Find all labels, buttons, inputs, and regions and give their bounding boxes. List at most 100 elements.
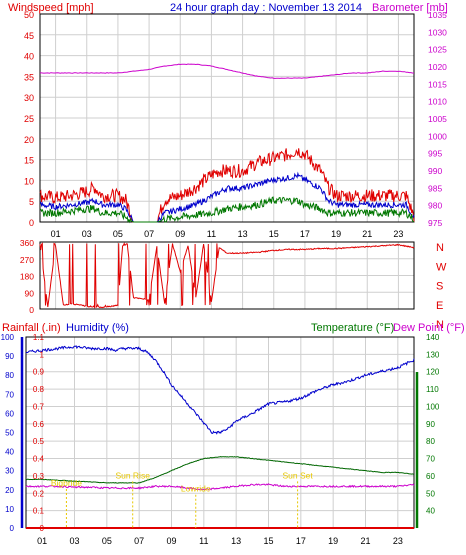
climate-hour-label: 15: [263, 536, 273, 546]
temperature-tick-label: 70: [426, 455, 435, 464]
wind-hour-label: 19: [331, 229, 341, 239]
temperature-tick-label: 90: [426, 420, 435, 429]
barometer-tick-label: 1010: [428, 97, 447, 107]
rainfall-tick-label: 1.1: [33, 333, 45, 342]
wind-panel-frame: [39, 13, 415, 223]
rainfall-tick-label: 0.1: [33, 507, 45, 516]
wind_avg-line: [39, 171, 415, 223]
humidity-tick-label: 40: [5, 448, 14, 457]
chart-title: 24 hour graph day : November 13 2014: [170, 2, 362, 14]
wind-hour-label: 15: [269, 229, 279, 239]
direction-tick-label: 360: [20, 238, 34, 248]
temperature-tick-label: 80: [426, 437, 435, 446]
wind_low-line: [39, 196, 415, 224]
rainfall-axis-title: Rainfall (.in): [2, 322, 61, 334]
rainfall-tick-label: 1: [40, 350, 45, 359]
direction-tick-label: 0: [29, 305, 34, 315]
climate-hour-label: 13: [231, 536, 241, 546]
wind-hour-label: 23: [393, 229, 403, 239]
temperature-tick-label: 60: [426, 472, 435, 481]
humidity-tick-label: 100: [1, 333, 15, 342]
rainfall-tick-label: 0.5: [33, 437, 45, 446]
wind-tick-label: 40: [24, 52, 34, 62]
barometer-tick-label: 990: [428, 166, 442, 176]
humidity-tick-label: 70: [5, 390, 14, 399]
wind-hour-label: 01: [51, 229, 61, 239]
barometer-tick-label: 1015: [428, 79, 447, 89]
barometer-tick-label: 1005: [428, 114, 447, 124]
rainfall-tick-label: 0.9: [33, 368, 45, 377]
temperature-tick-label: 130: [426, 350, 440, 359]
wind_gust-line: [39, 148, 415, 223]
wind-axis-title: Windspeed [mph]: [8, 2, 94, 14]
wind-hour-label: 09: [175, 229, 185, 239]
temperature-tick-label: 100: [426, 402, 440, 411]
wind-hour-label: 13: [238, 229, 248, 239]
dewpoint-axis-title: Dew Point (°F): [393, 322, 465, 334]
climate-hour-label: 17: [296, 536, 306, 546]
wind-tick-label: 25: [24, 114, 34, 124]
wind-tick-label: 0: [29, 218, 34, 228]
climate-hour-label: 21: [360, 536, 370, 546]
climate-hour-label: 23: [393, 536, 403, 546]
rainfall-tick-label: 0.6: [33, 420, 45, 429]
temperature-tick-label: 50: [426, 489, 435, 498]
dew_point-line: [25, 483, 415, 491]
compass-label: S: [436, 281, 443, 293]
humidity-tick-label: 90: [5, 352, 14, 361]
humidity-tick-label: 10: [5, 505, 14, 514]
wind-hour-label: 05: [113, 229, 123, 239]
humidity-axis-title: Humidity (%): [66, 322, 129, 334]
annotation-label: Bigbride: [51, 478, 82, 488]
direction-tick-label: 90: [25, 288, 35, 298]
wind-tick-label: 45: [24, 31, 34, 41]
temperature-tick-label: 120: [426, 368, 440, 377]
wind-hour-label: 21: [362, 229, 372, 239]
wind-tick-label: 20: [24, 135, 34, 145]
barometer-tick-label: 980: [428, 201, 442, 211]
humidity-tick-label: 30: [5, 467, 14, 476]
annotation-label: Sun Rise: [115, 470, 150, 480]
compass-label: E: [436, 300, 443, 312]
annotation-label: Sun Set: [282, 470, 313, 480]
climate-hour-label: 03: [69, 536, 79, 546]
barometer-tick-label: 1030: [428, 27, 447, 37]
direction-tick-label: 180: [20, 272, 34, 282]
temperature-tick-label: 110: [426, 385, 439, 394]
compass-label: N: [436, 319, 444, 331]
climate-hour-label: 11: [199, 536, 208, 546]
barometer-tick-label: 1035: [428, 10, 447, 20]
barometer-tick-label: 995: [428, 149, 442, 159]
barometer-axis-title: Barometer [mb]: [372, 2, 448, 14]
rainfall-tick-label: 0: [40, 524, 45, 533]
climate-hour-label: 01: [37, 536, 47, 546]
temperature-tick-label: 40: [426, 507, 435, 516]
rainfall-tick-label: 0.4: [33, 455, 45, 464]
humidity-tick-label: 60: [5, 409, 14, 418]
compass-label: N: [436, 242, 444, 254]
temperature-tick-label: 140: [426, 333, 440, 342]
wind-hour-label: 11: [207, 229, 216, 239]
wind-tick-label: 5: [29, 197, 34, 207]
humidity-tick-label: 20: [5, 486, 14, 495]
humidity-tick-label: 50: [5, 429, 14, 438]
climate-hour-label: 07: [134, 536, 144, 546]
barometer-line: [40, 63, 415, 79]
annotation-label: Lowride: [181, 484, 211, 494]
barometer-tick-label: 975: [428, 218, 442, 228]
barometer-tick-label: 1000: [428, 131, 447, 141]
humidity-line: [25, 345, 415, 435]
climate-hour-label: 09: [166, 536, 176, 546]
direction-panel-frame: [39, 241, 415, 310]
rainfall-tick-label: 0.8: [33, 385, 45, 394]
barometer-tick-label: 985: [428, 183, 442, 193]
humidity-tick-label: 0: [10, 524, 15, 533]
climate-hour-label: 19: [328, 536, 338, 546]
humidity-tick-label: 80: [5, 371, 14, 380]
wind-tick-label: 30: [24, 93, 34, 103]
rainfall-tick-label: 0.3: [33, 472, 45, 481]
wind-tick-label: 50: [24, 10, 34, 20]
wind-hour-label: 07: [144, 229, 154, 239]
wind-hour-label: 03: [82, 229, 92, 239]
